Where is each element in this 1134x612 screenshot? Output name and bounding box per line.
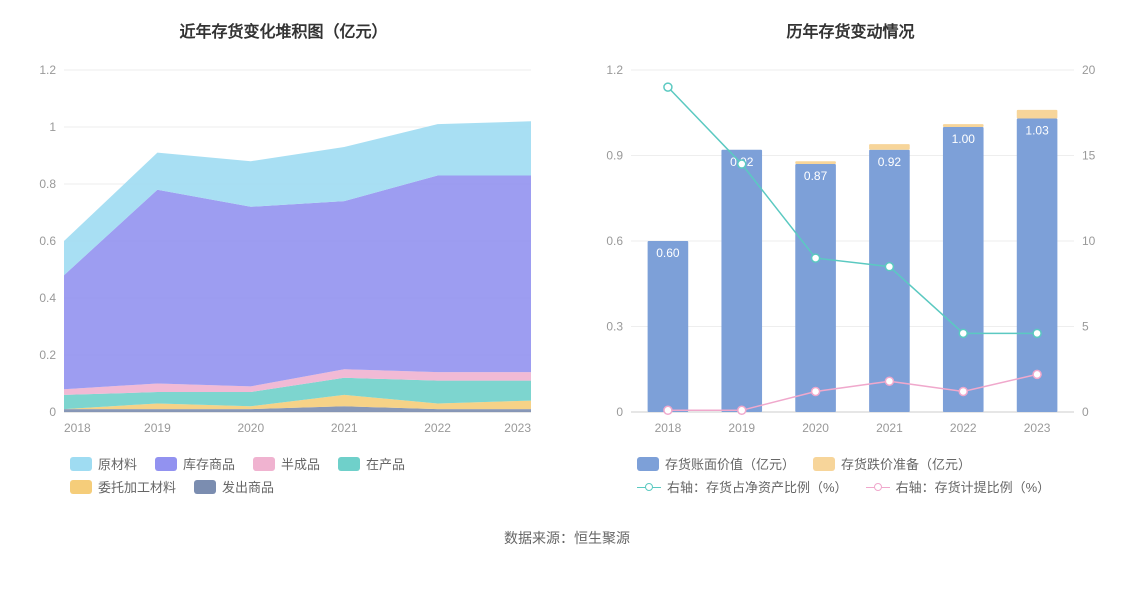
dashboard: 近年存货变化堆积图（亿元） 0 0.2 0.4 0.6 0.8 1 1.2 2018 2019 2…	[0, 0, 1134, 566]
svg-text:0.87: 0.87	[804, 169, 828, 183]
legend-label: 库存商品	[183, 454, 235, 473]
legend-item[interactable]: 原材料	[70, 454, 137, 473]
legend-item[interactable]: 发出商品	[194, 477, 274, 496]
svg-text:1.2: 1.2	[39, 63, 56, 77]
legend-item[interactable]: 库存商品	[155, 454, 235, 473]
legend-swatch	[253, 457, 275, 471]
legend-item[interactable]: 右轴：存货计提比例（%）	[866, 477, 1051, 496]
legend-item[interactable]: 右轴：存货占净资产比例（%）	[637, 477, 848, 496]
svg-text:0: 0	[616, 405, 623, 419]
legend-label: 存货跌价准备（亿元）	[841, 454, 971, 473]
svg-text:0.6: 0.6	[606, 234, 623, 248]
data-source-label: 数据来源：恒生聚源	[0, 506, 1134, 566]
right-chart-legend: 存货账面价值（亿元） 存货跌价准备（亿元） 右轴：存货占净资产比例（%） 右轴：存货计…	[587, 440, 1114, 506]
legend-swatch	[338, 457, 360, 471]
svg-text:2019: 2019	[728, 421, 755, 435]
legend-label: 半成品	[281, 454, 320, 473]
svg-text:2018: 2018	[64, 421, 91, 435]
svg-text:0.2: 0.2	[39, 348, 56, 362]
legend-swatch	[70, 480, 92, 494]
svg-text:0.4: 0.4	[39, 291, 56, 305]
legend-label: 存货账面价值（亿元）	[665, 454, 795, 473]
svg-text:1.03: 1.03	[1025, 123, 1049, 137]
legend-label: 右轴：存货占净资产比例（%）	[667, 477, 848, 496]
svg-text:2018: 2018	[655, 421, 682, 435]
left-chart-legend: 原材料 库存商品 半成品 在产品委托加工材料 发出商品	[20, 440, 547, 506]
svg-text:2019: 2019	[144, 421, 171, 435]
svg-text:20: 20	[1082, 63, 1096, 77]
left-chart-panel: 近年存货变化堆积图（亿元） 0 0.2 0.4 0.6 0.8 1 1.2 2018 2019 2…	[0, 0, 567, 506]
legend-item[interactable]: 半成品	[253, 454, 320, 473]
svg-text:2023: 2023	[504, 421, 531, 435]
legend-label: 委托加工材料	[98, 477, 176, 496]
stacked-area-chart: 0 0.2 0.4 0.6 0.8 1 1.2 2018 2019 2020 2021 2022 202…	[20, 60, 547, 440]
svg-text:0.9: 0.9	[606, 149, 623, 163]
svg-text:0.3: 0.3	[606, 320, 623, 334]
svg-text:0.60: 0.60	[656, 246, 680, 260]
left-chart-title: 近年存货变化堆积图（亿元）	[20, 18, 547, 42]
legend-item[interactable]: 存货跌价准备（亿元）	[813, 454, 971, 473]
svg-text:2021: 2021	[876, 421, 903, 435]
legend-swatch	[637, 457, 659, 471]
svg-text:2020: 2020	[802, 421, 829, 435]
legend-label: 右轴：存货计提比例（%）	[896, 477, 1051, 496]
svg-text:2020: 2020	[237, 421, 264, 435]
svg-text:2021: 2021	[331, 421, 358, 435]
right-chart-area: 00.30.60.91.2051015200.600.920.870.921.0…	[587, 60, 1114, 440]
svg-text:2023: 2023	[1024, 421, 1051, 435]
svg-text:10: 10	[1082, 234, 1096, 248]
legend-label: 发出商品	[222, 477, 274, 496]
legend-item[interactable]: 存货账面价值（亿元）	[637, 454, 795, 473]
legend-swatch	[70, 457, 92, 471]
legend-item[interactable]: 委托加工材料	[70, 477, 176, 496]
legend-label: 原材料	[98, 454, 137, 473]
svg-text:0.6: 0.6	[39, 234, 56, 248]
charts-row: 近年存货变化堆积图（亿元） 0 0.2 0.4 0.6 0.8 1 1.2 2018 2019 2…	[0, 0, 1134, 506]
svg-text:15: 15	[1082, 149, 1096, 163]
svg-text:5: 5	[1082, 320, 1089, 334]
svg-text:0: 0	[1082, 405, 1089, 419]
svg-text:1.2: 1.2	[606, 63, 623, 77]
svg-text:0.8: 0.8	[39, 177, 56, 191]
legend-item[interactable]: 在产品	[338, 454, 405, 473]
svg-text:0.92: 0.92	[878, 155, 902, 169]
svg-text:2022: 2022	[950, 421, 977, 435]
legend-label: 在产品	[366, 454, 405, 473]
legend-line-icon	[637, 481, 661, 493]
legend-line-icon	[866, 481, 890, 493]
svg-text:1: 1	[49, 120, 56, 134]
legend-swatch	[813, 457, 835, 471]
svg-text:1.00: 1.00	[952, 132, 976, 146]
legend-swatch	[194, 480, 216, 494]
right-chart-panel: 历年存货变动情况 0 0.3 0.6 0.9 1.2 0 5 10 15 20 0.60 0.92 0.…	[567, 0, 1134, 506]
legend-swatch	[155, 457, 177, 471]
svg-text:2022: 2022	[424, 421, 451, 435]
left-chart-area: 0 0.2 0.4 0.6 0.8 1 1.2 2018 2019 2020 2021 2022 202…	[20, 60, 547, 440]
svg-text:0: 0	[49, 405, 56, 419]
bar-line-combo-chart: 00.30.60.91.2051015200.600.920.870.921.0…	[587, 60, 1114, 440]
right-chart-title: 历年存货变动情况	[587, 18, 1114, 42]
